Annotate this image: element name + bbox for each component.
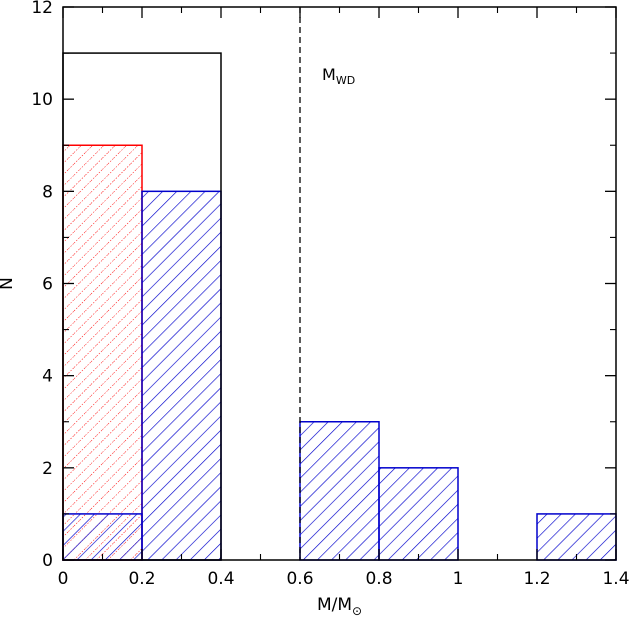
histogram-bar [62, 513, 143, 561]
x-axis-label-sub: ⊙ [352, 604, 362, 618]
y-tick-label: 2 [42, 459, 53, 479]
histogram-bar [536, 513, 617, 561]
y-axis-label: N [0, 277, 17, 290]
y-tick-label: 4 [42, 367, 53, 387]
x-axis-label-main: M/M [317, 595, 352, 615]
x-tick-label: 0.2 [128, 569, 155, 589]
histogram-bar [62, 144, 143, 561]
x-tick-label: 0.6 [286, 569, 313, 589]
y-tick-label: 0 [42, 551, 53, 571]
histogram-bar [299, 421, 380, 561]
y-tick-label: 10 [31, 90, 53, 110]
y-tick-label: 12 [31, 0, 53, 18]
ticks-layer [62, 6, 617, 561]
x-tick-label: 1.2 [523, 569, 550, 589]
x-axis-label: M/M⊙ [317, 595, 362, 618]
x-tick-label: 1.4 [602, 569, 629, 589]
mwd-annotation-main: M [322, 65, 336, 84]
x-tick-label: 0 [58, 569, 69, 589]
histogram-bar [141, 190, 222, 561]
y-tick-label: 6 [42, 275, 53, 295]
x-tick-label: 1 [453, 569, 464, 589]
x-tick-label: 0.4 [207, 569, 234, 589]
x-tick-label: 0.8 [365, 569, 392, 589]
mwd-annotation: MWD [322, 65, 355, 87]
mwd-annotation-sub: WD [336, 74, 355, 87]
bars-layer [62, 52, 617, 561]
histogram-bar [378, 467, 459, 561]
y-tick-label: 8 [42, 182, 53, 202]
